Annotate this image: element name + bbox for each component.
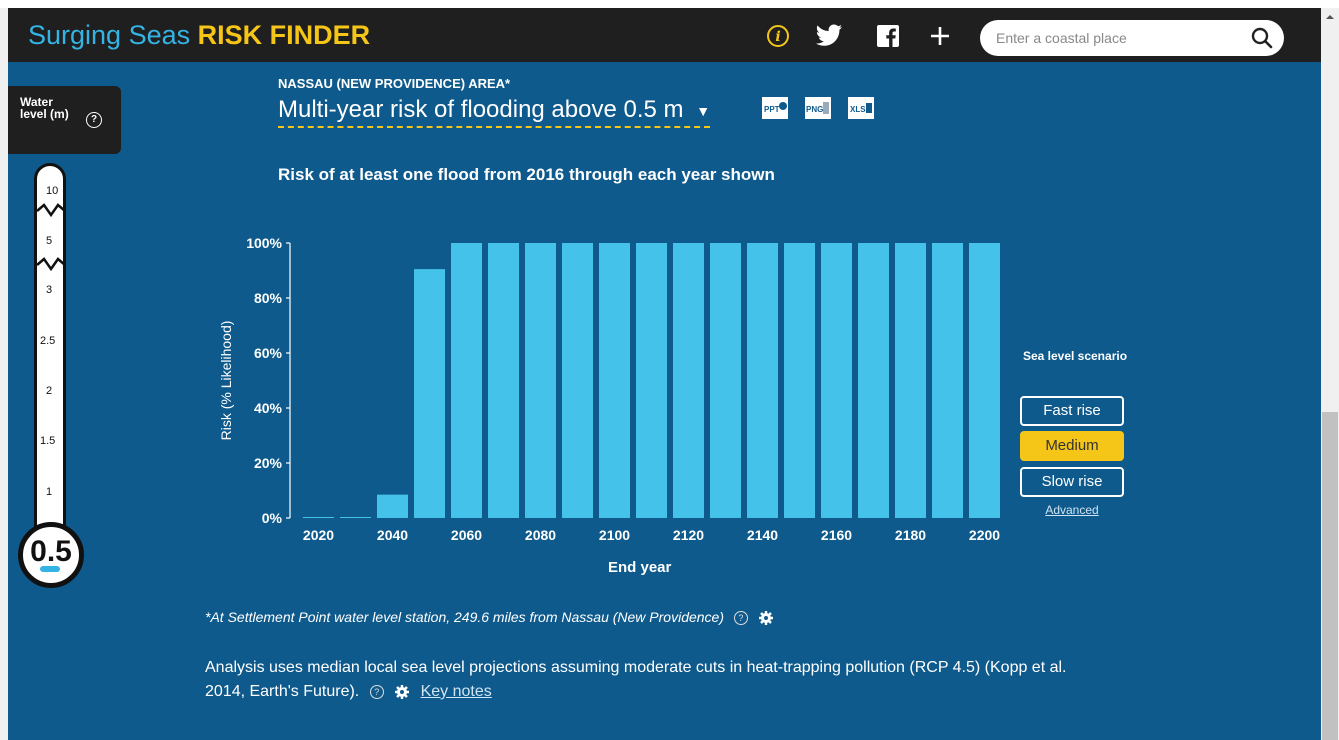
scroll-up-arrow-icon[interactable]: [1321, 8, 1339, 26]
brand-name: Surging Seas: [28, 20, 191, 50]
bar-2090: [562, 243, 593, 518]
water-level-slider[interactable]: [34, 163, 66, 563]
app-frame: Surging Seas RISK FINDER i Water level (…: [8, 8, 1321, 740]
info-icon[interactable]: i: [764, 22, 792, 50]
bar-2100: [599, 243, 630, 518]
svg-text:i: i: [775, 29, 780, 45]
gauge-tick: 3: [46, 284, 53, 296]
gauge-tick: 1.5: [40, 435, 56, 447]
svg-text:PPT: PPT: [764, 105, 780, 114]
svg-text:XLS: XLS: [850, 105, 866, 114]
gauge-tick: 2: [46, 385, 53, 397]
metric-title: Multi-year risk of flooding above 0.5 m: [278, 96, 684, 123]
bar-2080: [525, 243, 556, 518]
x-tick-label: 2140: [747, 527, 778, 543]
fast-rise-button[interactable]: Fast rise: [1020, 396, 1124, 426]
brand-product: RISK FINDER: [197, 20, 371, 50]
vertical-scrollbar[interactable]: [1321, 8, 1339, 740]
bar-2200: [969, 243, 1000, 518]
bar-2060: [451, 243, 482, 518]
water-level-value: 0.5: [30, 535, 72, 568]
footnote-text: *At Settlement Point water level station…: [205, 609, 725, 625]
area-label: NASSAU (NEW PROVIDENCE) AREA*: [278, 76, 511, 91]
scrollbar-thumb[interactable]: [1322, 412, 1338, 740]
x-tick-label: 2160: [821, 527, 852, 543]
help-icon[interactable]: ?: [369, 684, 384, 699]
scenario-title: Sea level scenario: [1022, 349, 1128, 363]
axis-break-icon: [36, 203, 66, 272]
search-box: [980, 20, 1284, 56]
bar-2130: [710, 243, 741, 518]
x-tick-label: 2080: [525, 527, 556, 543]
facebook-icon[interactable]: [874, 22, 902, 50]
bar-2190: [932, 243, 963, 518]
advanced-link[interactable]: Advanced: [1045, 503, 1099, 517]
water-level-panel: Water level (m) ?: [8, 86, 121, 154]
y-tick-label: 80%: [254, 290, 283, 306]
metric-selector[interactable]: Multi-year risk of flooding above 0.5 m …: [278, 96, 711, 128]
gauge-tick: 2.5: [40, 335, 56, 347]
twitter-icon[interactable]: [816, 22, 844, 50]
search-input[interactable]: [996, 20, 1236, 56]
y-axis-label: Risk (% Likelihood): [218, 321, 234, 441]
gauge-tick: 10: [46, 185, 59, 197]
analysis-note: Analysis uses median local sea level pro…: [205, 656, 1105, 704]
y-tick-label: 60%: [254, 345, 283, 361]
bar-2040: [377, 494, 408, 518]
svg-text:PNG: PNG: [806, 105, 823, 114]
brand-logo[interactable]: Surging Seas RISK FINDER: [28, 19, 370, 51]
x-tick-label: 2180: [895, 527, 926, 543]
bar-2180: [895, 243, 926, 518]
gear-icon[interactable]: [758, 610, 774, 626]
x-tick-label: 2100: [599, 527, 630, 543]
bar-2170: [858, 243, 889, 518]
x-axis-label: End year: [608, 559, 672, 576]
y-tick-label: 40%: [254, 400, 283, 416]
y-tick-label: 100%: [246, 235, 282, 251]
png-download-icon[interactable]: PNG: [803, 94, 833, 124]
top-bar: Surging Seas RISK FINDER i: [8, 8, 1321, 62]
analysis-text: Analysis uses median local sea level pro…: [205, 659, 1067, 700]
gear-icon[interactable]: [394, 684, 410, 700]
bar-2140: [747, 243, 778, 518]
plus-icon[interactable]: [926, 22, 954, 50]
x-tick-label: 2060: [451, 527, 482, 543]
bar-2050: [414, 269, 445, 518]
station-footnote: *At Settlement Point water level station…: [205, 609, 774, 626]
bar-2030: [340, 517, 371, 518]
y-tick-label: 0%: [262, 510, 283, 526]
water-level-bulb: [18, 522, 84, 588]
bar-2160: [821, 243, 852, 518]
gauge-tick: 5: [46, 235, 53, 247]
water-level-help-icon[interactable]: ?: [86, 112, 102, 128]
y-tick-label: 20%: [254, 455, 283, 471]
bar-2110: [636, 243, 667, 518]
chevron-down-icon: ▼: [696, 102, 711, 119]
water-level-label: Water level (m): [20, 95, 69, 121]
x-tick-label: 2120: [673, 527, 704, 543]
xls-download-icon[interactable]: XLS: [846, 94, 876, 124]
search-icon[interactable]: [1250, 26, 1274, 50]
gauge-tick: 1: [46, 486, 53, 498]
chart-subtitle: Risk of at least one flood from 2016 thr…: [278, 165, 775, 184]
key-notes-link[interactable]: Key notes: [420, 683, 492, 700]
bar-2150: [784, 243, 815, 518]
slow-rise-button[interactable]: Slow rise: [1020, 467, 1124, 497]
x-tick-label: 2040: [377, 527, 408, 543]
medium-button[interactable]: Medium: [1020, 431, 1124, 461]
x-tick-label: 2020: [303, 527, 334, 543]
ppt-download-icon[interactable]: PPT: [760, 94, 790, 124]
water-level-fill: [40, 566, 60, 572]
help-icon[interactable]: ?: [733, 611, 748, 626]
bar-2070: [488, 243, 519, 518]
risk-bar-chart: 0% 20% 40% 60% 80% 100% Risk (% Likelihood) 202…: [218, 235, 1000, 543]
bar-2120: [673, 243, 704, 518]
window-top-edge: [0, 0, 1339, 8]
bar-2020: [303, 517, 334, 518]
x-tick-label: 2200: [969, 527, 1000, 543]
